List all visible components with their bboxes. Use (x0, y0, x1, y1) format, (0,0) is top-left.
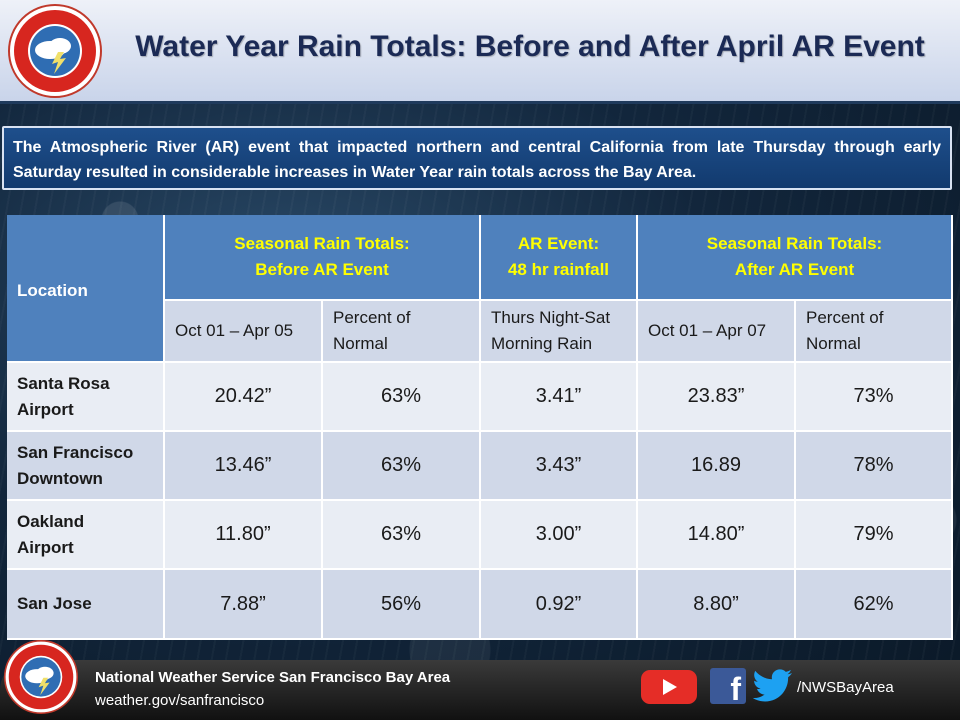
table-cell-before-percent: 63% (323, 432, 481, 501)
subheader-after-dates: Oct 01 – Apr 07 (638, 301, 796, 363)
page-title: Water Year Rain Totals: Before and After… (135, 30, 925, 63)
table-cell-after-percent: 62% (796, 570, 953, 640)
twitter-handle[interactable]: /NWSBayArea (797, 679, 894, 696)
table-cell-ar-rain: 3.43” (481, 432, 638, 501)
table-row-location: San Francisco Downtown (7, 432, 165, 501)
footer-org-name: National Weather Service San Francisco B… (95, 669, 451, 686)
subheader-line2: Normal (333, 334, 388, 353)
table-cell-after-percent: 78% (796, 432, 953, 501)
subheader-before-percent: Percent of Normal (323, 301, 481, 363)
before-ar-group-header: Seasonal Rain Totals: Before AR Event (165, 215, 481, 301)
location-line1: San Francisco (17, 442, 134, 462)
table-cell-after-percent: 79% (796, 501, 953, 570)
table-cell-before-percent: 63% (323, 501, 481, 570)
location-line1: Santa Rosa (17, 373, 110, 393)
subheader-line1: Percent of (333, 308, 411, 327)
facebook-icon[interactable]: f (710, 668, 746, 704)
location-line1: Oakland (17, 511, 85, 531)
footer-bar (0, 660, 960, 720)
ar-event-group-header: AR Event: 48 hr rainfall (481, 215, 638, 301)
table-row-location: San Jose (7, 570, 165, 640)
subheader-line1: Oct 01 – Apr 07 (648, 321, 767, 340)
table-cell-before: 7.88” (165, 570, 323, 640)
subheader-line1: Percent of (806, 308, 884, 327)
table-cell-before-percent: 56% (323, 570, 481, 640)
group-header-line1: Seasonal Rain Totals: (706, 234, 883, 253)
table-cell-before: 13.46” (165, 432, 323, 501)
location-line1: San Jose (17, 594, 92, 613)
after-ar-group-header: Seasonal Rain Totals: After AR Event (638, 215, 953, 301)
subheader-after-percent: Percent of Normal (796, 301, 953, 363)
table-cell-after: 14.80” (638, 501, 796, 570)
table-cell-before: 11.80” (165, 501, 323, 570)
table-cell-ar-rain: 3.41” (481, 363, 638, 432)
group-header-line2: After AR Event (734, 260, 855, 279)
table-cell-before-percent: 63% (323, 363, 481, 432)
table-row-location: Santa Rosa Airport (7, 363, 165, 432)
rain-totals-table: Location Seasonal Rain Totals: Before AR… (7, 215, 953, 640)
intro-paragraph: The Atmospheric River (AR) event that im… (2, 126, 952, 190)
subheader-line1: Thurs Night-Sat (491, 308, 611, 327)
group-header-line1: Seasonal Rain Totals: (234, 234, 410, 253)
group-header-line1: AR Event: (517, 234, 600, 253)
table-cell-before: 20.42” (165, 363, 323, 432)
subheader-line2: Normal (806, 334, 861, 353)
table-cell-after: 16.89 (638, 432, 796, 501)
location-line2: Downtown (17, 468, 103, 488)
subheader-before-dates: Oct 01 – Apr 05 (165, 301, 323, 363)
table-cell-after: 8.80” (638, 570, 796, 640)
location-header-label: Location (17, 281, 88, 300)
play-icon (663, 679, 677, 695)
footer-website-link[interactable]: weather.gov/sanfrancisco (95, 692, 265, 709)
table-cell-ar-rain: 0.92” (481, 570, 638, 640)
twitter-icon[interactable] (752, 668, 794, 704)
table-row-location: Oakland Airport (7, 501, 165, 570)
group-header-line2: 48 hr rainfall (507, 260, 610, 279)
table-cell-after-percent: 73% (796, 363, 953, 432)
subheader-line2: Morning Rain (491, 334, 593, 353)
group-header-line2: Before AR Event (255, 260, 389, 279)
nws-footer-logo (4, 640, 78, 714)
youtube-icon[interactable] (641, 670, 697, 704)
subheader-ar-rain: Thurs Night-Sat Morning Rain (481, 301, 638, 363)
header-banner: Water Year Rain Totals: Before and After… (0, 0, 960, 104)
location-header: Location (7, 215, 165, 363)
table-cell-after: 23.83” (638, 363, 796, 432)
subheader-line1: Oct 01 – Apr 05 (175, 321, 294, 340)
nws-logo (8, 4, 102, 98)
location-line2: Airport (17, 399, 74, 419)
location-line2: Airport (17, 537, 74, 557)
table-cell-ar-rain: 3.00” (481, 501, 638, 570)
